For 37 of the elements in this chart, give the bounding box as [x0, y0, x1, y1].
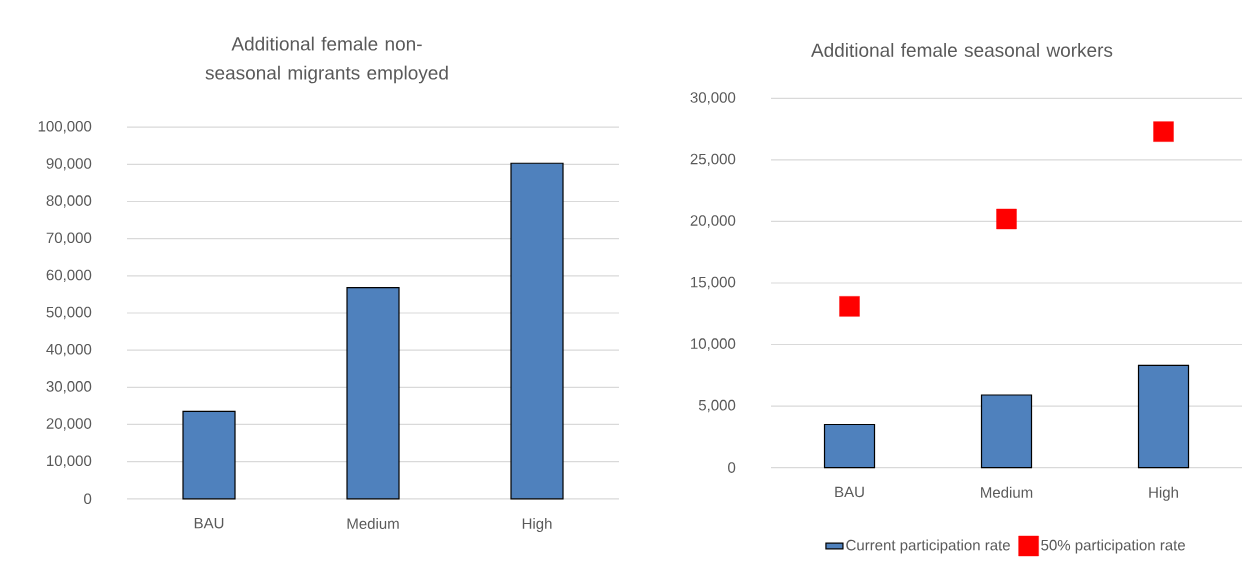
- y-tick-label: 25,000: [690, 153, 736, 167]
- bar: [182, 410, 236, 500]
- y-tick-label: 60,000: [46, 269, 92, 283]
- x-tick-label: High: [1149, 486, 1178, 501]
- y-tick-label: 80,000: [46, 195, 92, 208]
- y-tick-label: 70,000: [46, 232, 92, 245]
- y-tick-label: 5,000: [698, 399, 736, 413]
- y-tick-label: 40,000: [46, 343, 92, 357]
- y-tick-label: 0: [728, 462, 736, 473]
- x-tick-label: Medium: [981, 486, 1033, 498]
- bar: [823, 423, 876, 469]
- y-tick-label: 90,000: [46, 158, 92, 171]
- y-tick-label: 50,000: [46, 306, 92, 320]
- legend-label: Current participation rate: [846, 539, 1010, 554]
- x-tick-label: BAU: [194, 517, 224, 529]
- legend-label: 50% participation rate: [1041, 539, 1185, 554]
- point: [839, 296, 860, 317]
- y-tick-label: 30,000: [690, 92, 736, 105]
- bar: [346, 287, 400, 500]
- y-tick-label: 15,000: [691, 276, 736, 290]
- y-tick-label: 100,000: [38, 120, 92, 134]
- y-tick-label: 20,000: [46, 418, 92, 431]
- y-tick-label: 10,000: [691, 338, 736, 351]
- bar: [510, 162, 564, 500]
- y-tick-label: 30,000: [46, 381, 92, 394]
- point: [996, 208, 1017, 230]
- y-tick-label: 0: [84, 493, 92, 505]
- chart-title: Additional female seasonal workers: [811, 43, 1113, 57]
- x-tick-label: Medium: [347, 517, 399, 529]
- y-tick-label: 20,000: [690, 215, 736, 228]
- y-tick-label: 10,000: [47, 455, 92, 468]
- chart-title: Additional female non-seasonal migrants employed: [205, 36, 448, 84]
- x-tick-label: High: [522, 517, 552, 532]
- point: [1153, 121, 1174, 142]
- x-tick-label: BAU: [835, 486, 864, 498]
- bar: [1137, 364, 1190, 469]
- bar: [980, 394, 1033, 469]
